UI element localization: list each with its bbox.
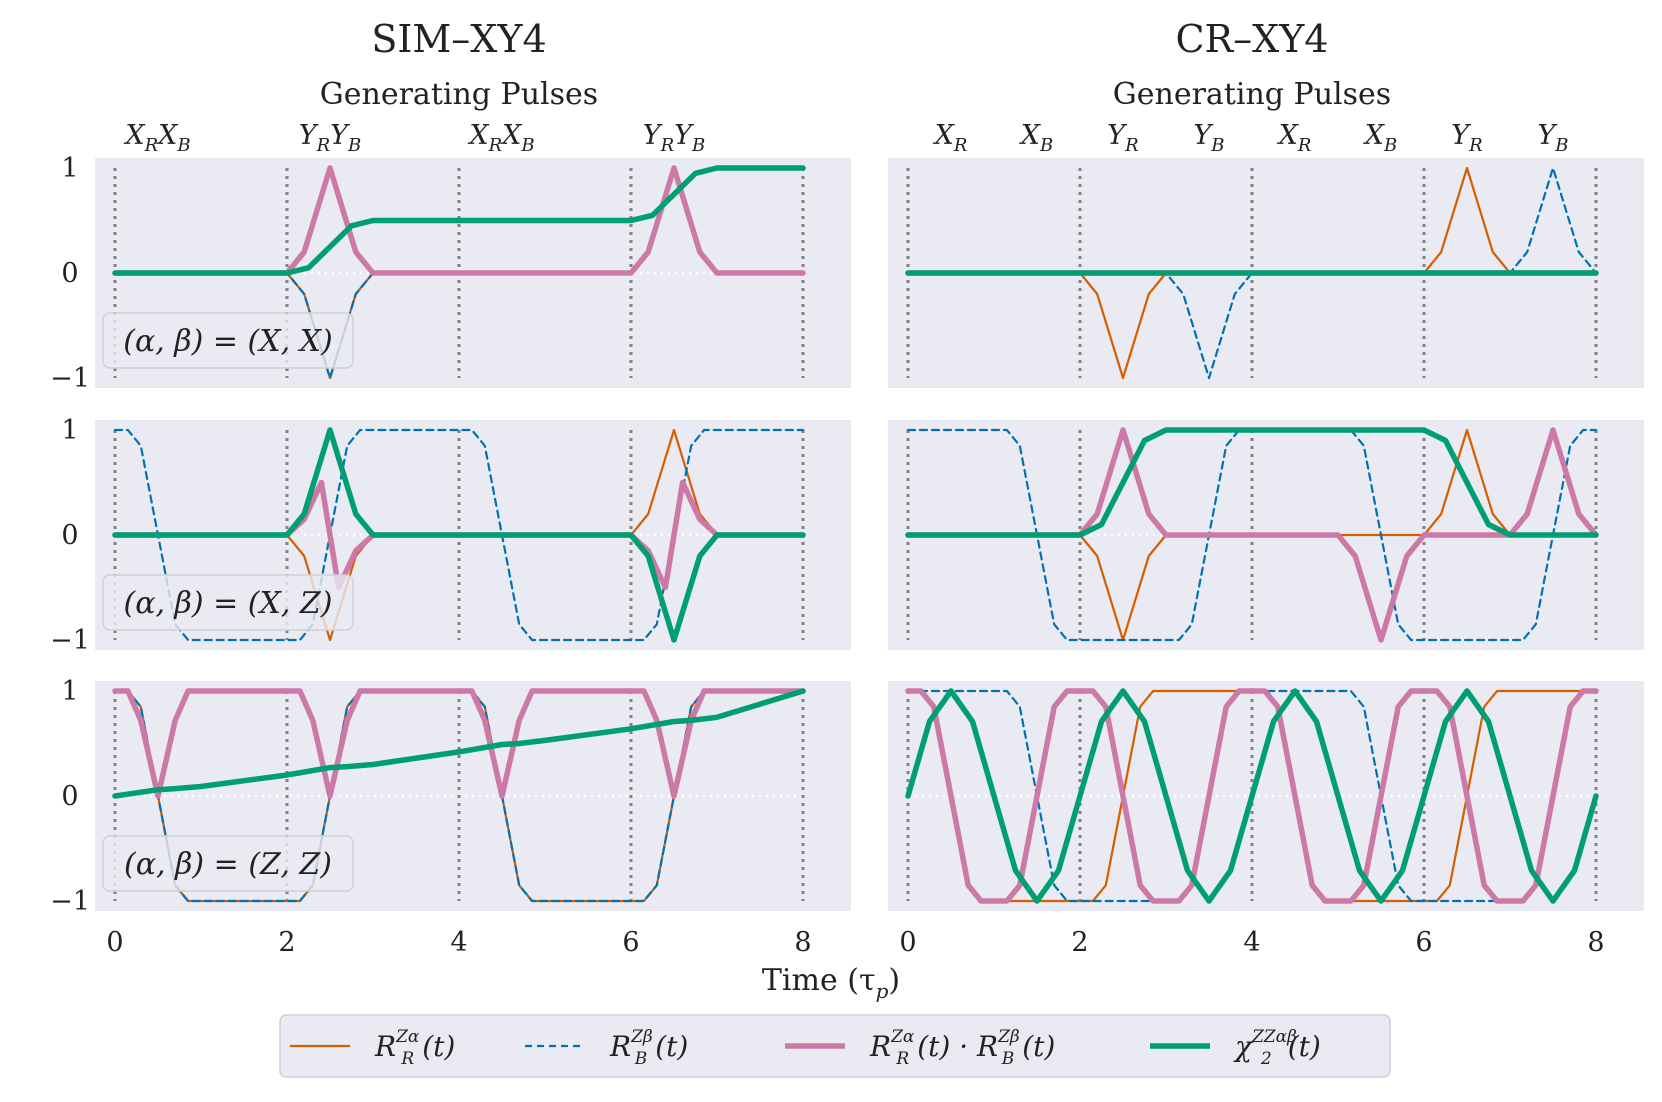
x-tick-label: 4 bbox=[1243, 927, 1260, 958]
pulse-label-1-1: XB bbox=[1019, 120, 1053, 156]
series-product bbox=[905, 427, 1599, 643]
pulse-label-0-3: YRYB bbox=[643, 120, 705, 156]
column-subtitle-1: Generating Pulses bbox=[1113, 77, 1391, 112]
row-label-0: (α, β) = (X, X) bbox=[123, 324, 333, 359]
panel-0-2: −1 0 1 (α, β) = (Z, Z) 0 2 4 6 8 bbox=[50, 676, 851, 958]
series-chi bbox=[905, 688, 1599, 904]
x-axis-label: Time (τp) bbox=[762, 963, 900, 1003]
legend-label-R_B: RZβ B (t) bbox=[609, 1027, 688, 1069]
pulse-label-0-0: XRXB bbox=[123, 120, 190, 156]
series-chi bbox=[112, 688, 806, 799]
y-tick-label: 0 bbox=[61, 781, 78, 812]
legend-label-product: RZα R (t) · RZβ B (t) bbox=[869, 1027, 1055, 1069]
y-tick-label: 0 bbox=[61, 520, 78, 551]
row-label-box bbox=[102, 312, 354, 369]
y-tick-label: 1 bbox=[61, 676, 78, 707]
pulse-label-1-6: YR bbox=[1451, 120, 1482, 156]
y-tick-label: −1 bbox=[50, 886, 90, 917]
pulse-label-1-7: YB bbox=[1537, 120, 1568, 156]
column-subtitle-0: Generating Pulses bbox=[320, 77, 598, 112]
x-tick-label: 0 bbox=[899, 927, 916, 958]
panel-0-1: −1 0 1 (α, β) = (X, Z) bbox=[50, 415, 851, 656]
y-tick-label: 1 bbox=[61, 415, 78, 446]
series-chi bbox=[905, 427, 1599, 538]
y-tick-label: −1 bbox=[50, 625, 90, 656]
pulse-label-1-2: YR bbox=[1107, 120, 1138, 156]
panel-1-0 bbox=[888, 158, 1644, 388]
column-title-1: CR–XY4 bbox=[1175, 17, 1328, 61]
pulse-label-0-1: YRYB bbox=[299, 120, 361, 156]
pulse-label-1-0: XR bbox=[933, 120, 968, 156]
pulse-label-1-4: XR bbox=[1277, 120, 1312, 156]
series-product bbox=[112, 688, 806, 799]
panel-0-0: −1 0 1 (α, β) = (X, X) bbox=[50, 153, 851, 394]
y-tick-label: 0 bbox=[61, 258, 78, 289]
legend: RZα R (t) RZβ B (t) RZα R (t) · RZβ B (t) χZZαβ 2 (t) bbox=[279, 1014, 1391, 1078]
row-label-box bbox=[102, 574, 354, 631]
series-chi bbox=[112, 165, 806, 276]
series-R_B bbox=[113, 428, 805, 642]
x-tick-label: 6 bbox=[622, 927, 639, 958]
x-tick-label: 0 bbox=[106, 927, 123, 958]
panel-1-1 bbox=[888, 420, 1644, 650]
y-tick-label: 1 bbox=[61, 153, 78, 184]
x-tick-label: 2 bbox=[278, 927, 295, 958]
y-tick-label: −1 bbox=[50, 363, 90, 394]
x-tick-label: 6 bbox=[1415, 927, 1432, 958]
legend-label-chi: χZZαβ 2 (t) bbox=[1233, 1027, 1321, 1069]
pulse-label-1-3: YB bbox=[1193, 120, 1224, 156]
row-label-box bbox=[102, 835, 354, 892]
x-tick-label: 2 bbox=[1071, 927, 1088, 958]
panel-1-2: 0 2 4 6 8 bbox=[888, 681, 1644, 958]
series-R_B bbox=[113, 689, 805, 903]
pulse-label-1-5: XB bbox=[1363, 120, 1397, 156]
legend-label-R_R: RZα R (t) bbox=[374, 1027, 455, 1069]
x-tick-label: 8 bbox=[794, 927, 811, 958]
row-label-1: (α, β) = (X, Z) bbox=[124, 586, 333, 621]
x-tick-label: 4 bbox=[450, 927, 467, 958]
series-product bbox=[905, 688, 1599, 904]
pulse-label-0-2: XRXB bbox=[467, 120, 534, 156]
column-title-0: SIM–XY4 bbox=[371, 17, 546, 61]
series-chi bbox=[112, 427, 806, 643]
x-tick-label: 8 bbox=[1587, 927, 1604, 958]
series-product bbox=[112, 165, 806, 276]
row-label-2: (α, β) = (Z, Z) bbox=[124, 847, 332, 882]
